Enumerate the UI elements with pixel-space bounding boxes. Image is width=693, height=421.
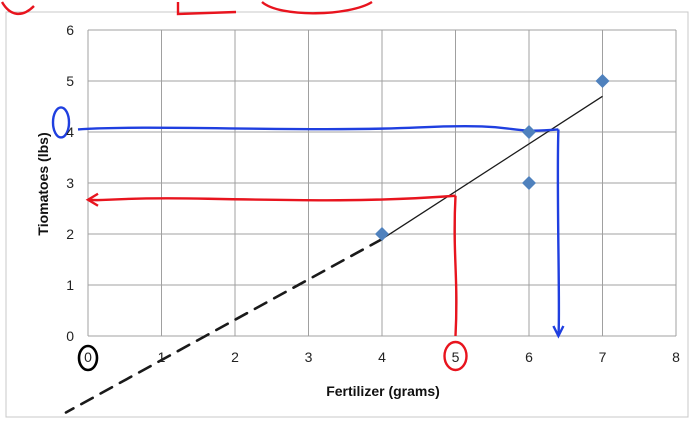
y-tick-label: 3: [66, 175, 74, 191]
red-circle-mark: [443, 340, 468, 372]
trendline-layer: [64, 95, 603, 414]
x-tick-label: 4: [378, 349, 386, 365]
x-tick-label: 6: [525, 349, 533, 365]
red-scribble-top-right: [261, 0, 373, 15]
data-point: [522, 125, 536, 139]
red-vertical-line: [453, 195, 458, 337]
blue-vertical-drop-line: [556, 129, 561, 337]
data-point: [522, 176, 536, 190]
chart-frame: [5, 11, 689, 418]
y-tick-label: 2: [66, 226, 74, 242]
x-tick-label: 0: [84, 349, 92, 365]
black-circle-mark: [77, 344, 99, 372]
x-tick-label: 3: [305, 349, 313, 365]
y-tick-label: 5: [66, 73, 74, 89]
grid: [87, 29, 677, 337]
red-arrowhead: [85, 192, 99, 207]
data-point: [595, 74, 610, 88]
x-tick-label: 8: [672, 349, 680, 365]
y-tick-label: 0: [66, 328, 74, 344]
x-tick-label: 5: [452, 349, 460, 365]
blue-circle-mark: [51, 106, 71, 139]
y-axis-title: Tiomatoes (lbs): [35, 132, 51, 235]
points-layer: [375, 74, 610, 241]
red-scribble-top-left: [0, 1, 35, 15]
red-scribble-top-mid: [176, 2, 237, 16]
tick-labels: 0 1 2 3 4 5 6 7 8 0 1 2 3 4 5 6: [66, 22, 680, 365]
blue-arrowhead: [552, 325, 565, 339]
y-tick-label: 4: [66, 124, 74, 140]
x-tick-label: 1: [158, 349, 166, 365]
x-axis-title: Fertilizer (grams): [326, 383, 440, 399]
data-point: [375, 227, 389, 241]
trendline-extrapolation: [64, 237, 384, 414]
trendline: [381, 95, 603, 240]
blue-horizontal-read-line: [77, 125, 559, 132]
y-tick-label: 1: [66, 277, 74, 293]
y-tick-label: 6: [66, 22, 74, 38]
x-tick-label: 7: [599, 349, 607, 365]
x-tick-label: 2: [231, 349, 239, 365]
annotation-layer: [0, 0, 565, 372]
red-horizontal-read-line: [87, 194, 456, 202]
